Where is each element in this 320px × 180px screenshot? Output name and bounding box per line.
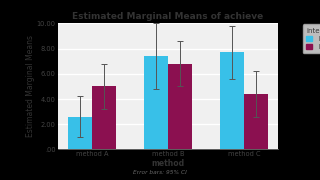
Y-axis label: Estimated Marginal Means: Estimated Marginal Means [26, 35, 35, 137]
Bar [244, 94, 268, 149]
Bar [220, 52, 244, 149]
Bar [168, 64, 192, 149]
Bar [144, 56, 168, 149]
X-axis label: method: method [151, 159, 185, 168]
Title: Estimated Marginal Means of achieve: Estimated Marginal Means of achieve [72, 12, 264, 21]
Legend: low, high: low, high [303, 24, 320, 53]
Text: Error bars: 95% CI: Error bars: 95% CI [133, 170, 187, 175]
Bar [68, 117, 92, 149]
Bar [92, 86, 116, 149]
